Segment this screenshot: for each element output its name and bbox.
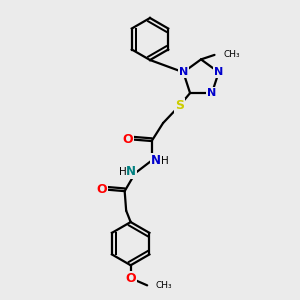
Text: S: S <box>175 99 184 112</box>
Text: CH₃: CH₃ <box>224 50 240 59</box>
Text: N: N <box>151 154 161 167</box>
Text: N: N <box>214 67 223 77</box>
Text: N: N <box>179 67 188 77</box>
Text: O: O <box>122 133 133 146</box>
Text: N: N <box>207 88 217 98</box>
Text: N: N <box>126 165 136 178</box>
Text: H: H <box>119 167 126 177</box>
Text: O: O <box>125 272 136 285</box>
Text: H: H <box>161 155 168 166</box>
Text: CH₃: CH₃ <box>156 281 172 290</box>
Text: O: O <box>96 183 106 196</box>
